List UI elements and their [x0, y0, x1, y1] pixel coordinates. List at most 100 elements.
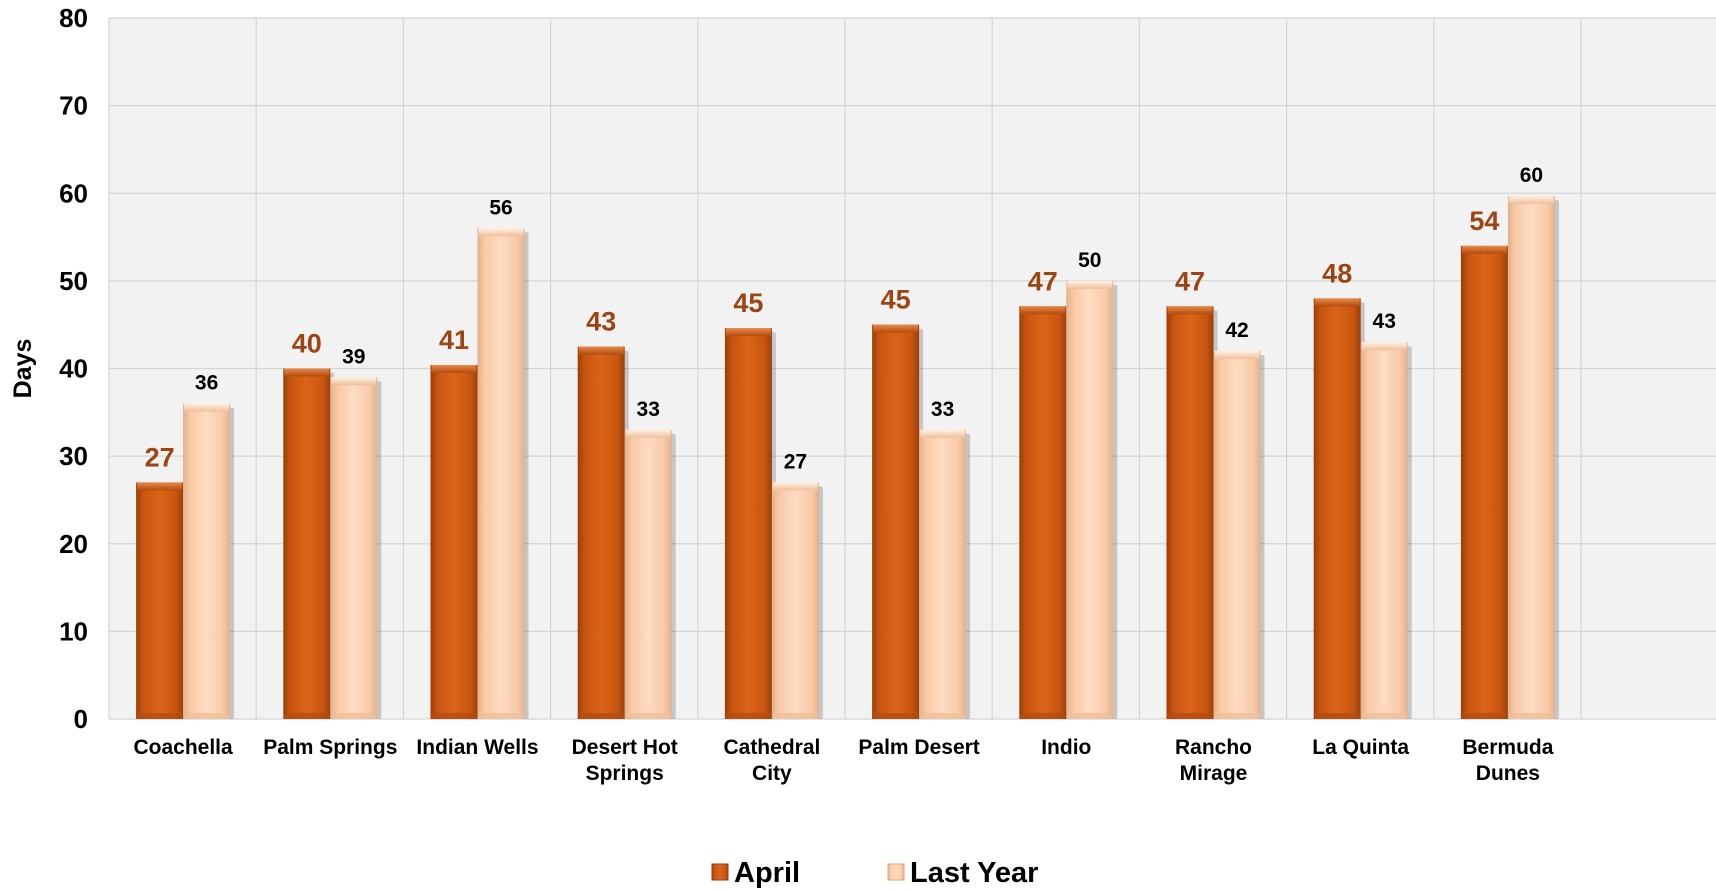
x-tick-label: Bermuda Dunes [1462, 736, 1553, 785]
data-label-last-year: 36 [195, 372, 218, 395]
bar-base-last-year [1508, 713, 1554, 719]
bar-april-rancho-mirage [1166, 306, 1214, 719]
bar-last-year-palm-springs [330, 377, 378, 719]
data-label-april: 41 [439, 325, 469, 355]
legend-label-april: April [734, 857, 800, 889]
y-tick-label: 40 [59, 354, 88, 384]
bar-cap-april [1461, 245, 1507, 254]
data-label-last-year: 60 [1520, 164, 1543, 187]
data-label-last-year: 43 [1373, 310, 1396, 333]
bar-base-april [873, 713, 919, 719]
bar-cap-april [578, 346, 624, 355]
data-label-last-year: 56 [489, 196, 512, 219]
x-tick-label: Coachella [133, 736, 233, 759]
data-label-april: 45 [881, 285, 911, 315]
bar-cap-last-year [184, 403, 230, 412]
data-label-april: 27 [145, 442, 175, 472]
bar-cap-last-year [1214, 350, 1260, 359]
bar-cap-last-year [478, 228, 524, 237]
bar-base-last-year [1214, 713, 1260, 719]
bar-april-la-quinta [1313, 298, 1361, 719]
bar-april-cathedral-city [724, 328, 772, 719]
x-tick-label: Cathedral City [723, 736, 820, 785]
bar-april-indio [1019, 306, 1067, 719]
bar-base-april [137, 713, 183, 719]
bar-last-year-indio [1066, 280, 1114, 719]
data-label-april: 47 [1175, 266, 1205, 296]
bar-base-last-year [184, 713, 230, 719]
bar-last-year-la-quinta [1360, 342, 1408, 719]
data-label-last-year: 33 [931, 398, 954, 421]
bar-cap-april [1020, 306, 1066, 315]
data-label-april: 48 [1322, 258, 1352, 288]
bar-cap-last-year [625, 429, 671, 438]
bar-last-year-coachella [183, 403, 231, 719]
bar-base-last-year [625, 713, 671, 719]
y-tick-label: 10 [59, 616, 88, 646]
data-label-last-year: 42 [1225, 319, 1248, 342]
bar-base-april [431, 713, 477, 719]
bar-april-palm-springs [283, 368, 331, 719]
x-tick-label: Indian Wells [416, 736, 538, 759]
bar-base-april [1461, 713, 1507, 719]
bar-base-last-year [772, 713, 818, 719]
x-tick-label: Indio [1041, 736, 1091, 759]
bar-april-desert-hot-springs [577, 346, 625, 719]
bar-april-indian-wells [430, 364, 478, 719]
bar-last-year-palm-desert [919, 429, 967, 719]
y-tick-label: 80 [59, 3, 88, 33]
data-label-april: 45 [733, 288, 763, 318]
y-tick-label: 0 [74, 704, 88, 734]
data-label-last-year: 39 [342, 345, 365, 368]
y-tick-label: 70 [59, 91, 88, 121]
bar-cap-april [1314, 298, 1360, 307]
data-label-april: 43 [586, 307, 616, 337]
bar-base-april [1314, 713, 1360, 719]
y-tick-label: 60 [59, 178, 88, 208]
x-tick-label: Desert Hot Springs [572, 736, 678, 785]
bar-base-last-year [478, 713, 524, 719]
x-tick-label: Rancho Mirage [1175, 736, 1252, 785]
legend-label-last-year: Last Year [910, 857, 1038, 889]
y-tick-label: 50 [59, 266, 88, 296]
legend-swatch-last-year [887, 863, 905, 881]
legend-swatch-april [711, 863, 729, 881]
y-axis-label: Days [9, 339, 37, 399]
bar-base-april [578, 713, 624, 719]
bar-last-year-rancho-mirage [1213, 350, 1261, 719]
bar-april-coachella [136, 482, 184, 719]
bar-base-last-year [331, 713, 377, 719]
bar-base-april [1020, 713, 1066, 719]
x-tick-label: La Quinta [1312, 736, 1409, 759]
data-label-last-year: 50 [1078, 249, 1101, 272]
bar-cap-april [725, 328, 771, 337]
data-label-last-year: 27 [784, 450, 807, 473]
bar-cap-april [284, 368, 330, 377]
bar-cap-last-year [920, 429, 966, 438]
bar-cap-last-year [331, 377, 377, 386]
bar-base-april [725, 713, 771, 719]
bar-base-last-year [1067, 713, 1113, 719]
bar-cap-last-year [1508, 195, 1554, 204]
bar-cap-april [431, 364, 477, 373]
data-label-april: 54 [1469, 206, 1499, 236]
data-label-last-year: 33 [637, 398, 660, 421]
bar-base-april [1167, 713, 1213, 719]
data-label-april: 40 [292, 329, 322, 359]
bar-cap-last-year [1361, 342, 1407, 351]
bar-base-last-year [920, 713, 966, 719]
bar-last-year-desert-hot-springs [624, 429, 672, 719]
bar-april-bermuda-dunes [1460, 245, 1508, 719]
bar-cap-last-year [772, 482, 818, 491]
y-tick-label: 20 [59, 529, 88, 559]
bar-base-last-year [1361, 713, 1407, 719]
bar-base-april [284, 713, 330, 719]
bar-cap-april [873, 324, 919, 333]
bar-cap-april [1167, 306, 1213, 315]
bar-last-year-bermuda-dunes [1507, 195, 1555, 719]
bar-cap-april [137, 482, 183, 491]
bar-april-palm-desert [872, 324, 920, 719]
x-tick-label: Palm Springs [263, 736, 397, 759]
